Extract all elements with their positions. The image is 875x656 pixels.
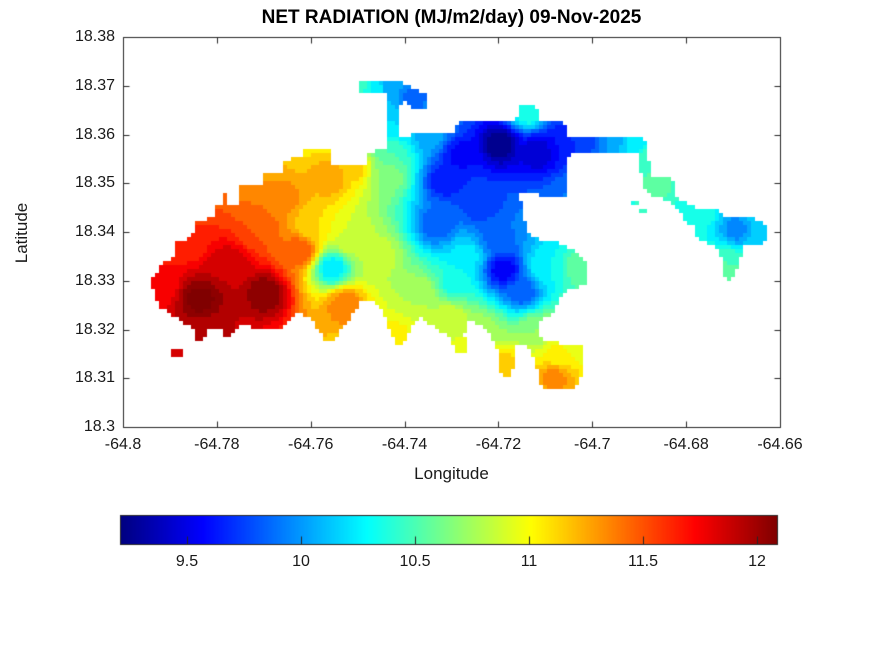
y-tick-label: 18.37 bbox=[74, 76, 115, 94]
x-tick-label: -64.8 bbox=[104, 436, 142, 453]
chart-title: NET RADIATION (MJ/m2/day) 09-Nov-2025 bbox=[261, 7, 642, 28]
y-axis-label: Latitude bbox=[12, 202, 31, 264]
colorbar-tick-label: 10 bbox=[292, 553, 310, 570]
x-tick-label: -64.66 bbox=[757, 436, 803, 453]
colorbar-tick-label: 9.5 bbox=[175, 553, 199, 570]
x-tick-label: -64.78 bbox=[194, 436, 240, 453]
x-tick-label: -64.76 bbox=[288, 436, 334, 453]
y-tick-label: 18.33 bbox=[74, 271, 115, 289]
colorbar-tick-label: 12 bbox=[748, 553, 766, 570]
colorbar-tick-label: 11 bbox=[520, 553, 538, 570]
y-tick-label: 18.34 bbox=[74, 223, 115, 240]
y-tick-label: 18.36 bbox=[74, 125, 115, 143]
colorbar-tick-label: 11.5 bbox=[628, 553, 658, 570]
y-tick-label: 18.31 bbox=[74, 369, 115, 387]
x-axis-label: Longitude bbox=[414, 464, 489, 483]
colorbar-tick-label: 10.5 bbox=[399, 553, 431, 570]
x-tick-label: -64.68 bbox=[663, 436, 709, 453]
y-tick-label: 18.32 bbox=[74, 320, 115, 338]
y-tick-label: 18.35 bbox=[74, 174, 115, 192]
y-tick-label: 18.3 bbox=[83, 418, 115, 435]
y-axis-label-wrap: Latitude bbox=[12, 173, 34, 293]
x-tick-label: -64.74 bbox=[381, 436, 428, 453]
y-tick-label: 18.38 bbox=[74, 28, 115, 45]
x-tick-label: -64.7 bbox=[574, 436, 611, 453]
x-tick-label: -64.72 bbox=[475, 436, 522, 453]
